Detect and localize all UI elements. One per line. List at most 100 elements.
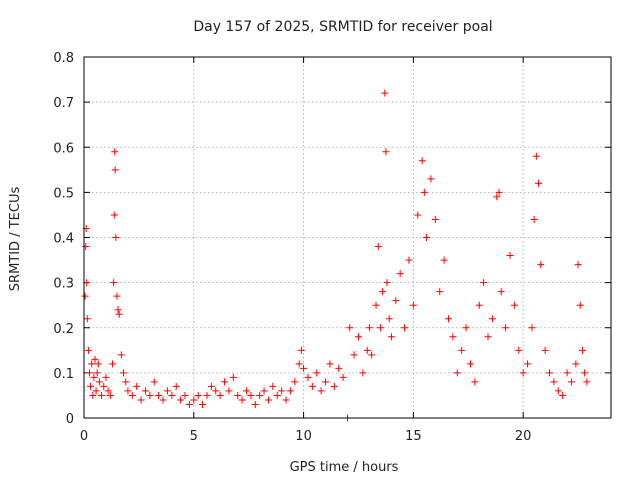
data-point [199, 400, 207, 408]
data-point [110, 279, 118, 287]
x-tick-label: 10 [295, 429, 312, 444]
data-point [392, 297, 400, 305]
data-point [112, 234, 120, 241]
data-point [462, 324, 470, 332]
grid-layer [84, 57, 611, 418]
y-axis-label: SRMTID / TECUs [8, 187, 23, 292]
data-point [207, 382, 215, 390]
data-point [128, 391, 136, 399]
y-axis-ticks: 0 0.1 0.2 0.3 0.4 0.5 0.6 0.7 0.8 [53, 51, 611, 427]
data-point [273, 391, 281, 399]
data-point [172, 382, 180, 390]
data-point [141, 387, 149, 395]
data-point [510, 301, 518, 309]
data-point [89, 391, 97, 399]
data-point [383, 279, 391, 287]
data-point [546, 369, 554, 377]
y-tick-label: 0.5 [53, 186, 74, 201]
data-point [414, 211, 422, 219]
data-point [519, 369, 527, 377]
data-point [396, 270, 404, 278]
data-point [488, 315, 496, 323]
data-point [330, 382, 338, 390]
plot-frame [83, 56, 612, 419]
y-tick-label: 0.1 [53, 367, 74, 382]
data-point [493, 193, 501, 201]
x-tick-label: 5 [190, 429, 198, 444]
data-point [115, 310, 123, 318]
data-point [535, 179, 543, 187]
y-tick-label: 0.7 [53, 96, 74, 111]
data-point [379, 288, 387, 296]
data-point [150, 378, 158, 386]
data-point [94, 360, 102, 368]
data-point [247, 391, 255, 399]
data-point [114, 306, 122, 314]
data-point [104, 387, 112, 395]
y-tick-label: 0.2 [53, 322, 74, 337]
data-point [163, 387, 171, 395]
data-point [137, 396, 145, 404]
data-point [297, 346, 305, 354]
data-point [291, 378, 299, 386]
data-points [81, 89, 591, 422]
data-point [387, 333, 395, 341]
data-point [368, 351, 376, 359]
data-point [159, 396, 167, 404]
data-point [256, 391, 264, 399]
data-point [83, 315, 91, 323]
data-point [109, 360, 117, 368]
data-point [194, 391, 202, 399]
data-point [372, 301, 380, 309]
data-point [385, 315, 393, 323]
data-point [234, 391, 242, 399]
data-point [168, 391, 176, 399]
data-point [304, 373, 312, 381]
data-point [559, 391, 567, 399]
data-point [212, 387, 220, 395]
data-point [401, 324, 409, 332]
y-tick-label: 0 [66, 412, 74, 427]
data-point [346, 324, 354, 332]
data-point [475, 301, 483, 309]
data-point [405, 256, 413, 264]
data-point [155, 391, 163, 399]
data-point [100, 382, 108, 390]
data-point [567, 378, 575, 386]
data-point [376, 324, 384, 332]
data-point [120, 369, 128, 377]
data-point [122, 378, 130, 386]
data-point [238, 396, 246, 404]
data-point [317, 387, 325, 395]
data-point [146, 391, 154, 399]
data-point [85, 369, 93, 377]
x-axis-ticks: 0 5 10 15 20 [80, 57, 531, 444]
data-point [427, 175, 435, 183]
data-point [563, 369, 571, 377]
data-point [583, 378, 591, 386]
data-point [420, 188, 428, 196]
data-point [92, 387, 100, 395]
data-point [221, 378, 229, 386]
data-point [550, 378, 558, 386]
data-point [185, 400, 193, 408]
data-point [242, 387, 250, 395]
y-tick-label: 0.4 [53, 232, 74, 247]
data-point [537, 261, 545, 269]
data-point [497, 288, 505, 296]
data-point [133, 382, 141, 390]
data-point [300, 364, 308, 372]
data-point [506, 252, 514, 260]
data-point [502, 324, 510, 332]
data-point [203, 391, 211, 399]
data-point [106, 391, 114, 399]
data-point [530, 215, 538, 223]
data-point [449, 333, 457, 341]
data-point [554, 387, 562, 395]
data-point [88, 360, 96, 368]
data-point [578, 346, 586, 354]
data-point [524, 360, 532, 368]
data-point [572, 360, 580, 368]
data-point [409, 301, 417, 309]
data-point [541, 346, 549, 354]
